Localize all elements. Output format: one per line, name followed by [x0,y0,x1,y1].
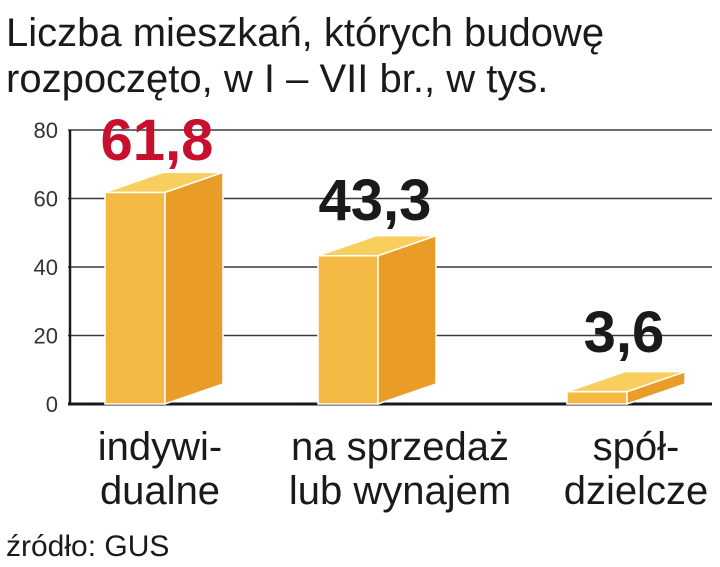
y-tick-label: 0 [46,392,58,417]
value-label: 3,6 [584,300,665,365]
bar-side-face [164,171,224,406]
bar-side-face [377,234,437,406]
bar [566,370,686,406]
category-label: spół- [593,425,680,469]
y-axis: 0 20 40 60 80 [34,118,712,417]
category-label: indywi- [98,425,222,469]
bars [104,171,686,406]
y-tick-label: 80 [34,118,58,143]
source-note: źródło: GUS [6,530,169,563]
bar-front-face [566,390,628,405]
bar-top-face [104,171,224,194]
bar-top-face [317,234,437,257]
value-labels: 61,8 43,3 3,6 [101,108,665,365]
category-label: dzielcze [564,469,709,513]
bar-front-face [317,254,379,405]
category-label: dualne [100,469,220,513]
chart-title-line-2: rozpoczęto, w I – VII br., w tys. [6,57,548,101]
value-label: 61,8 [101,108,214,173]
chart-title-line-1: Liczba mieszkań, których budowę [6,11,604,55]
bar [317,234,437,406]
category-label: na sprzedaż [291,425,509,469]
category-label: lub wynajem [289,469,511,513]
bar-front-face [104,191,166,405]
y-tick-label: 20 [34,324,58,349]
y-tick-label: 40 [34,255,58,280]
value-label: 43,3 [319,168,432,233]
bar-top-face [566,370,686,393]
y-tick-label: 60 [34,187,58,212]
bar [104,171,224,406]
